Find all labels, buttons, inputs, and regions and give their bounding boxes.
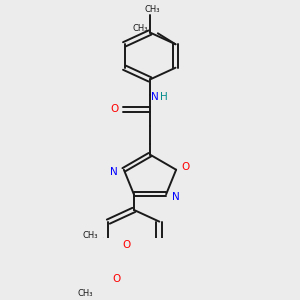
- Text: CH₃: CH₃: [77, 289, 93, 298]
- Text: N: N: [172, 192, 180, 202]
- Text: O: O: [123, 240, 131, 250]
- Text: CH₃: CH₃: [82, 231, 98, 240]
- Text: O: O: [182, 162, 190, 172]
- Text: N: N: [110, 167, 118, 177]
- Text: O: O: [110, 104, 119, 114]
- Text: CH₃: CH₃: [133, 24, 148, 33]
- Text: O: O: [112, 274, 120, 284]
- Text: H: H: [160, 92, 168, 102]
- Text: CH₃: CH₃: [144, 5, 160, 14]
- Text: N: N: [151, 92, 159, 102]
